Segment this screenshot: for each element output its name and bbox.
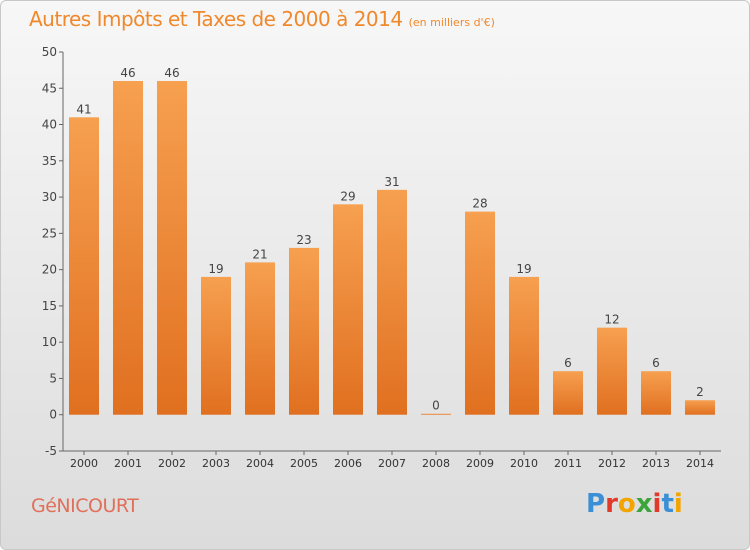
- y-tick-label: 30: [42, 190, 57, 204]
- bar: [509, 276, 539, 415]
- bar-value-label: 0: [432, 399, 440, 413]
- x-tick-label: 2008: [422, 457, 450, 470]
- y-tick-label: 40: [42, 118, 57, 132]
- bar-value-label: 46: [164, 66, 179, 80]
- chart-title: Autres Impôts et Taxes de 2000 à 2014 (en…: [29, 7, 495, 31]
- bar: [69, 117, 99, 415]
- y-tick-label: 45: [42, 81, 57, 95]
- y-tick-label: 10: [42, 335, 57, 349]
- bar: [377, 189, 407, 415]
- x-tick-label: 2004: [246, 457, 274, 470]
- bar-value-label: 29: [340, 189, 355, 203]
- x-tick-label: 2014: [686, 457, 714, 470]
- x-tick-label: 2006: [334, 457, 362, 470]
- bar-value-label: 19: [516, 262, 531, 276]
- bar: [333, 204, 363, 415]
- y-tick-label: 0: [49, 408, 57, 422]
- y-tick-label: 20: [42, 263, 57, 277]
- x-tick-label: 2009: [466, 457, 494, 470]
- bar-value-label: 41: [76, 102, 91, 116]
- city-name: GéNICOURT: [31, 495, 139, 517]
- bar-value-label: 28: [472, 197, 487, 211]
- bar: [685, 400, 715, 415]
- x-tick-label: 2007: [378, 457, 406, 470]
- bar-value-label: 6: [652, 356, 660, 370]
- y-tick-label: 35: [42, 154, 57, 168]
- proxiti-logo: Proxiti: [586, 489, 683, 519]
- y-tick-label: 5: [49, 371, 57, 385]
- x-tick-label: 2011: [554, 457, 582, 470]
- bar-value-label: 21: [252, 247, 267, 261]
- bar-value-label: 12: [604, 313, 619, 327]
- bar-value-label: 6: [564, 356, 572, 370]
- x-tick-label: 2012: [598, 457, 626, 470]
- bar-value-label: 2: [696, 385, 704, 399]
- x-tick-label: 2000: [70, 457, 98, 470]
- x-tick-label: 2003: [202, 457, 230, 470]
- chart-title-text: Autres Impôts et Taxes de 2000 à 2014: [29, 7, 403, 31]
- chart-unit: (en milliers d'€): [408, 16, 495, 29]
- bar: [465, 211, 495, 415]
- bar-value-label: 46: [120, 66, 135, 80]
- bar-value-label: 19: [208, 262, 223, 276]
- bar: [597, 327, 627, 415]
- x-tick-label: 2001: [114, 457, 142, 470]
- y-tick-label: 15: [42, 299, 57, 313]
- x-tick-label: 2013: [642, 457, 670, 470]
- bar-value-label: 31: [384, 175, 399, 189]
- x-tick-label: 2002: [158, 457, 186, 470]
- y-tick-label: 50: [42, 45, 57, 59]
- x-tick-label: 2005: [290, 457, 318, 470]
- bar: [113, 81, 143, 415]
- y-tick-label: 25: [42, 226, 57, 240]
- bar: [157, 81, 187, 415]
- bar-value-label: 23: [296, 233, 311, 247]
- bar: [641, 371, 671, 415]
- bar: [245, 262, 275, 415]
- bar: [553, 371, 583, 415]
- x-tick-label: 2010: [510, 457, 538, 470]
- bar: [421, 413, 451, 415]
- bar: [289, 247, 319, 415]
- y-tick-label: -5: [45, 444, 57, 458]
- bar: [201, 276, 231, 415]
